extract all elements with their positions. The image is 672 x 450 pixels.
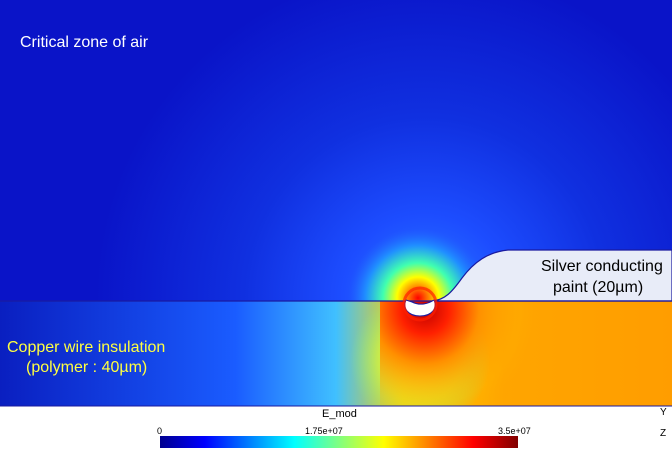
paint-label-line1: Silver conducting [541, 258, 663, 275]
axis-triad-z: Z [660, 428, 667, 439]
insulation-label-line2: (polymer : 40µm) [26, 359, 148, 376]
colorbar-tick-mid: 1.75e+07 [305, 426, 343, 436]
insulation-label-line1: Copper wire insulation [7, 339, 166, 356]
air-label: Critical zone of air [20, 34, 149, 51]
colorbar-tick-max: 3.5e+07 [498, 426, 531, 436]
paint-label-line2: paint (20µm) [553, 279, 644, 296]
axis-triad-y: Y [660, 407, 667, 418]
colorbar-title: E_mod [322, 408, 357, 420]
colorbar-tick-min: 0 [157, 426, 163, 436]
hotspot-ring [402, 286, 438, 322]
colorbar [160, 436, 518, 448]
silver-paint-region [431, 249, 672, 302]
